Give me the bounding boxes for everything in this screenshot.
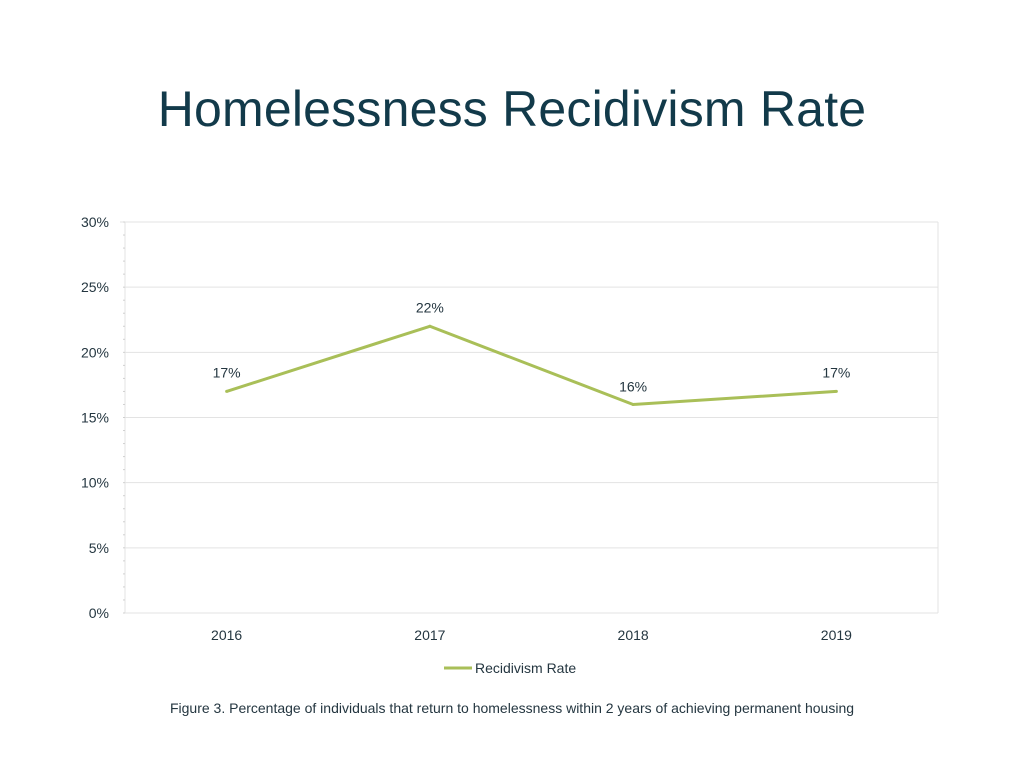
y-axis-tick-labels: 0% 5% 10% 15% 20% 25% 30%: [81, 214, 109, 621]
legend-label: Recidivism Rate: [475, 660, 576, 676]
data-label: 16%: [619, 378, 647, 394]
y-tick-label: 30%: [81, 214, 109, 230]
data-point: [428, 324, 432, 328]
series-lines: [225, 324, 838, 406]
y-tick-label: 25%: [81, 279, 109, 295]
data-labels: 17% 22% 16% 17%: [213, 299, 851, 394]
data-point: [834, 389, 838, 393]
y-tick-label: 20%: [81, 344, 109, 360]
y-tick-label: 15%: [81, 410, 109, 426]
y-tick-label: 10%: [81, 475, 109, 491]
x-tick-label: 2018: [618, 627, 649, 643]
data-label: 17%: [213, 364, 241, 380]
y-tick-label: 0%: [89, 605, 109, 621]
chart-axes: [120, 221, 939, 614]
figure-caption: Figure 3. Percentage of individuals that…: [169, 700, 855, 716]
x-tick-label: 2016: [211, 627, 242, 643]
y-tick-label: 5%: [89, 540, 109, 556]
data-point: [631, 402, 635, 406]
data-label: 17%: [822, 364, 850, 380]
slide-title: Homelessness Recidivism Rate: [157, 81, 867, 137]
x-tick-label: 2019: [821, 627, 852, 643]
data-point: [225, 389, 229, 393]
chart-legend: Recidivism Rate: [444, 660, 576, 676]
data-label: 22%: [416, 299, 444, 315]
x-axis-tick-labels: 2016 2017 2018 2019: [211, 627, 852, 643]
x-tick-label: 2017: [414, 627, 445, 643]
series-line: [226, 324, 837, 406]
gridlines: [125, 221, 938, 549]
